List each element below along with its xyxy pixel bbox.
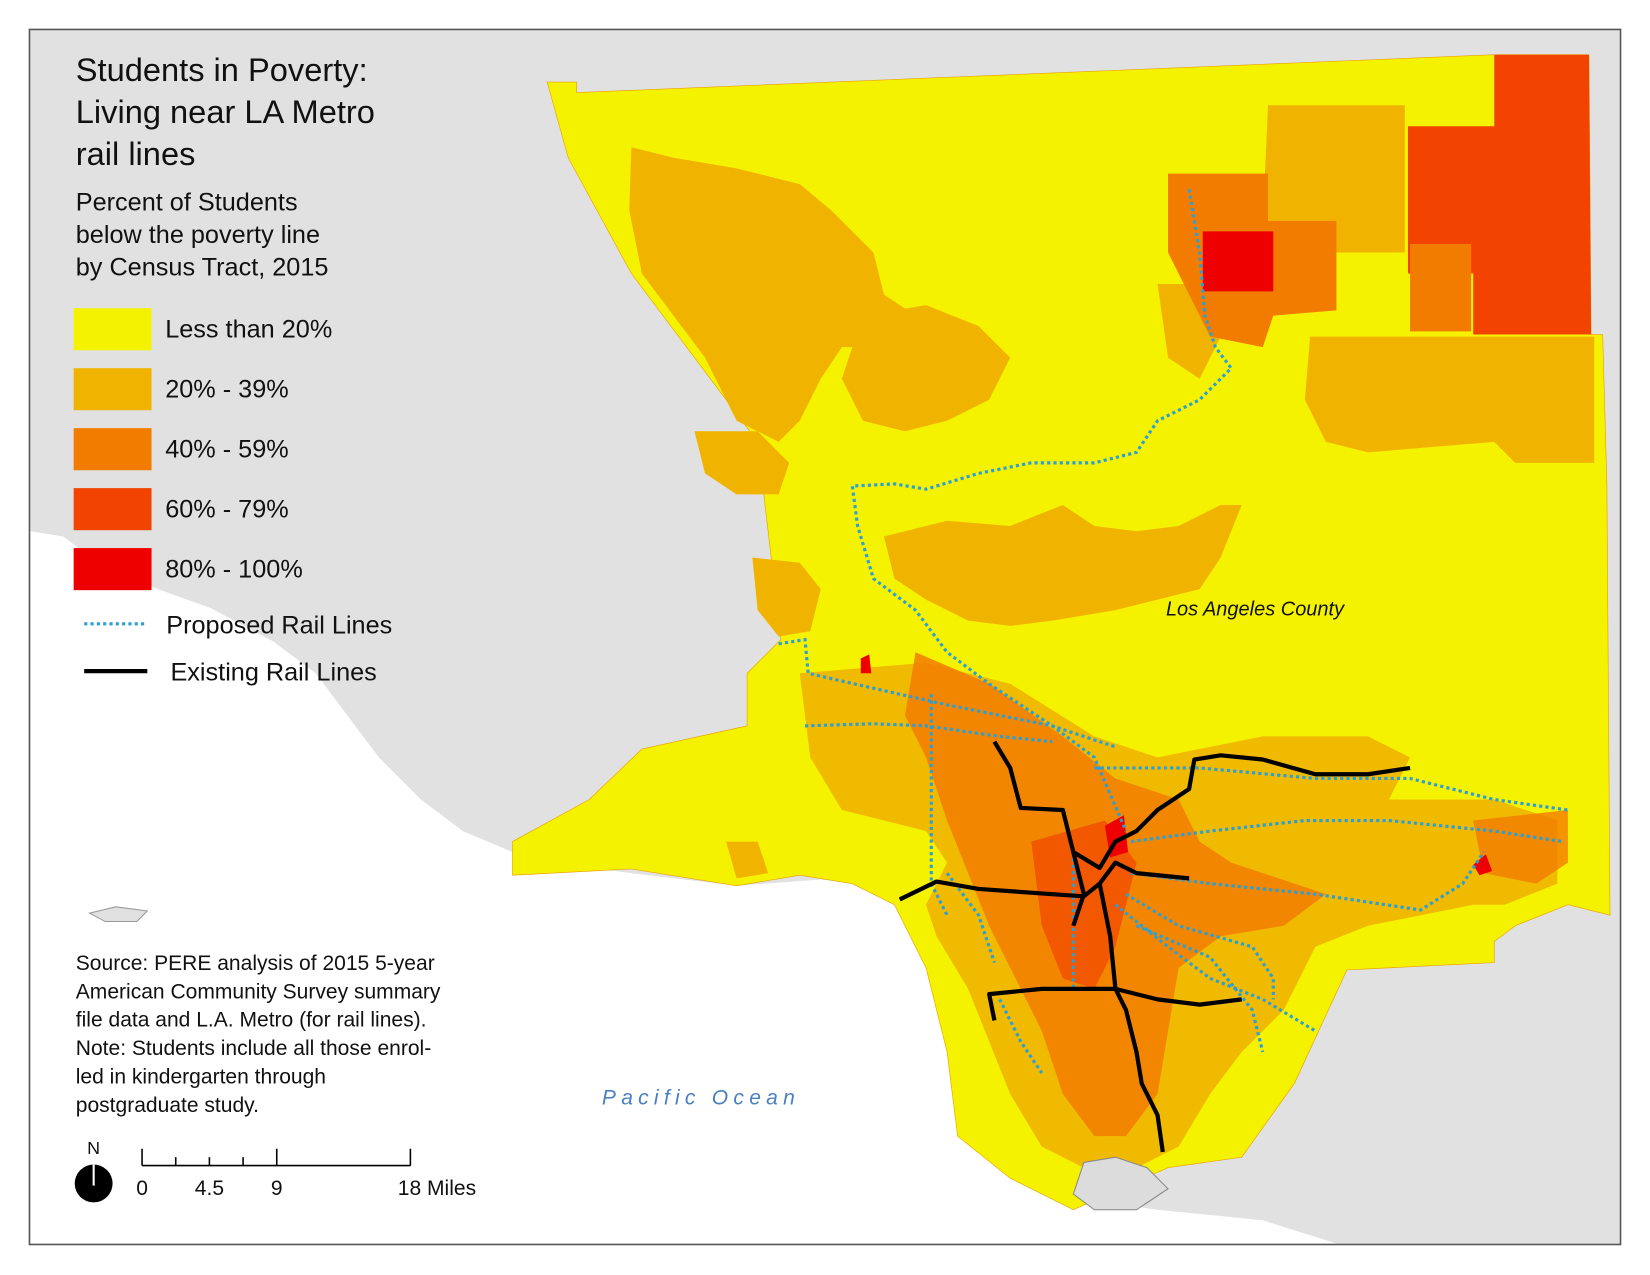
legend-label: Existing Rail Lines xyxy=(170,659,376,687)
legend-label: 20% - 39% xyxy=(165,376,289,404)
subtitle-line: Percent of Students xyxy=(76,188,298,216)
source-line: Note: Students include all those enrol- xyxy=(76,1037,431,1060)
existing-rail xyxy=(987,986,1242,1021)
ocean xyxy=(30,531,1337,1244)
proposed-rail xyxy=(1131,818,1563,844)
legend-swatch xyxy=(73,548,152,591)
north-label: N xyxy=(87,1138,100,1158)
urban-region xyxy=(1473,810,1568,884)
scale-bar xyxy=(141,1148,412,1167)
county-label: Los Angeles County xyxy=(1166,598,1345,620)
title-line: Students in Poverty: xyxy=(76,51,368,88)
proposed-rail xyxy=(1131,851,1486,912)
legend-label: Proposed Rail Lines xyxy=(166,611,392,639)
existing-rail xyxy=(992,740,1411,870)
legend-swatch xyxy=(73,368,152,411)
subtitle-line: below the poverty line xyxy=(76,221,320,249)
proposed-rail xyxy=(998,998,1044,1074)
scale-label: 9 xyxy=(271,1177,283,1200)
region xyxy=(694,431,790,495)
region xyxy=(883,504,1242,626)
region xyxy=(1304,336,1595,463)
title-line: Living near LA Metro xyxy=(76,93,375,130)
scale-label: 4.5 xyxy=(195,1177,224,1200)
source-line: Source: PERE analysis of 2015 5-year xyxy=(76,952,435,975)
legend-swatch xyxy=(73,308,152,351)
source-note: Source: PERE analysis of 2015 5-year Amer… xyxy=(76,952,441,1117)
legend-label: 40% - 59% xyxy=(165,436,289,464)
region xyxy=(726,841,769,879)
existing-rail xyxy=(1071,851,1086,927)
legend-label: 60% - 79% xyxy=(165,496,289,524)
port xyxy=(1072,1156,1169,1211)
ocean-label: Pacific Ocean xyxy=(602,1087,800,1110)
proposed-rail xyxy=(804,722,1053,744)
source-line: American Community Survey summary xyxy=(76,980,441,1003)
region xyxy=(1202,231,1274,292)
proposed-rail xyxy=(1125,892,1275,1000)
legend-swatch xyxy=(73,488,152,531)
proposed-rail xyxy=(1135,924,1265,1053)
region xyxy=(629,147,916,442)
source-line: postgraduate study. xyxy=(76,1094,259,1117)
legend-swatch xyxy=(73,428,152,471)
legend: Less than 20% 20% - 39% 40% - 59% 60% - 79%… xyxy=(73,308,392,687)
scale-label: 18 Miles xyxy=(398,1177,476,1200)
subtitle-line: by Census Tract, 2015 xyxy=(76,254,329,282)
island xyxy=(87,906,149,923)
region xyxy=(752,557,821,637)
source-line: led in kindergarten through xyxy=(76,1066,326,1089)
region xyxy=(860,654,872,674)
proposed-rail xyxy=(778,637,1116,749)
scale-label: 0 xyxy=(136,1177,148,1200)
legend-label: 80% - 100% xyxy=(165,556,303,584)
existing-rail xyxy=(1097,883,1165,1153)
region xyxy=(841,305,1011,432)
title-line: rail lines xyxy=(76,135,196,172)
existing-rail-group xyxy=(898,740,1411,1153)
region xyxy=(1473,854,1493,876)
proposed-rail xyxy=(945,872,996,964)
region xyxy=(1262,105,1405,253)
legend-label: Less than 20% xyxy=(165,316,332,344)
region xyxy=(1410,244,1472,332)
source-line: file data and L.A. Metro (for rail lines… xyxy=(76,1009,427,1032)
proposed-rail xyxy=(1114,903,1317,1033)
proposed-rail-group xyxy=(778,189,1569,1074)
